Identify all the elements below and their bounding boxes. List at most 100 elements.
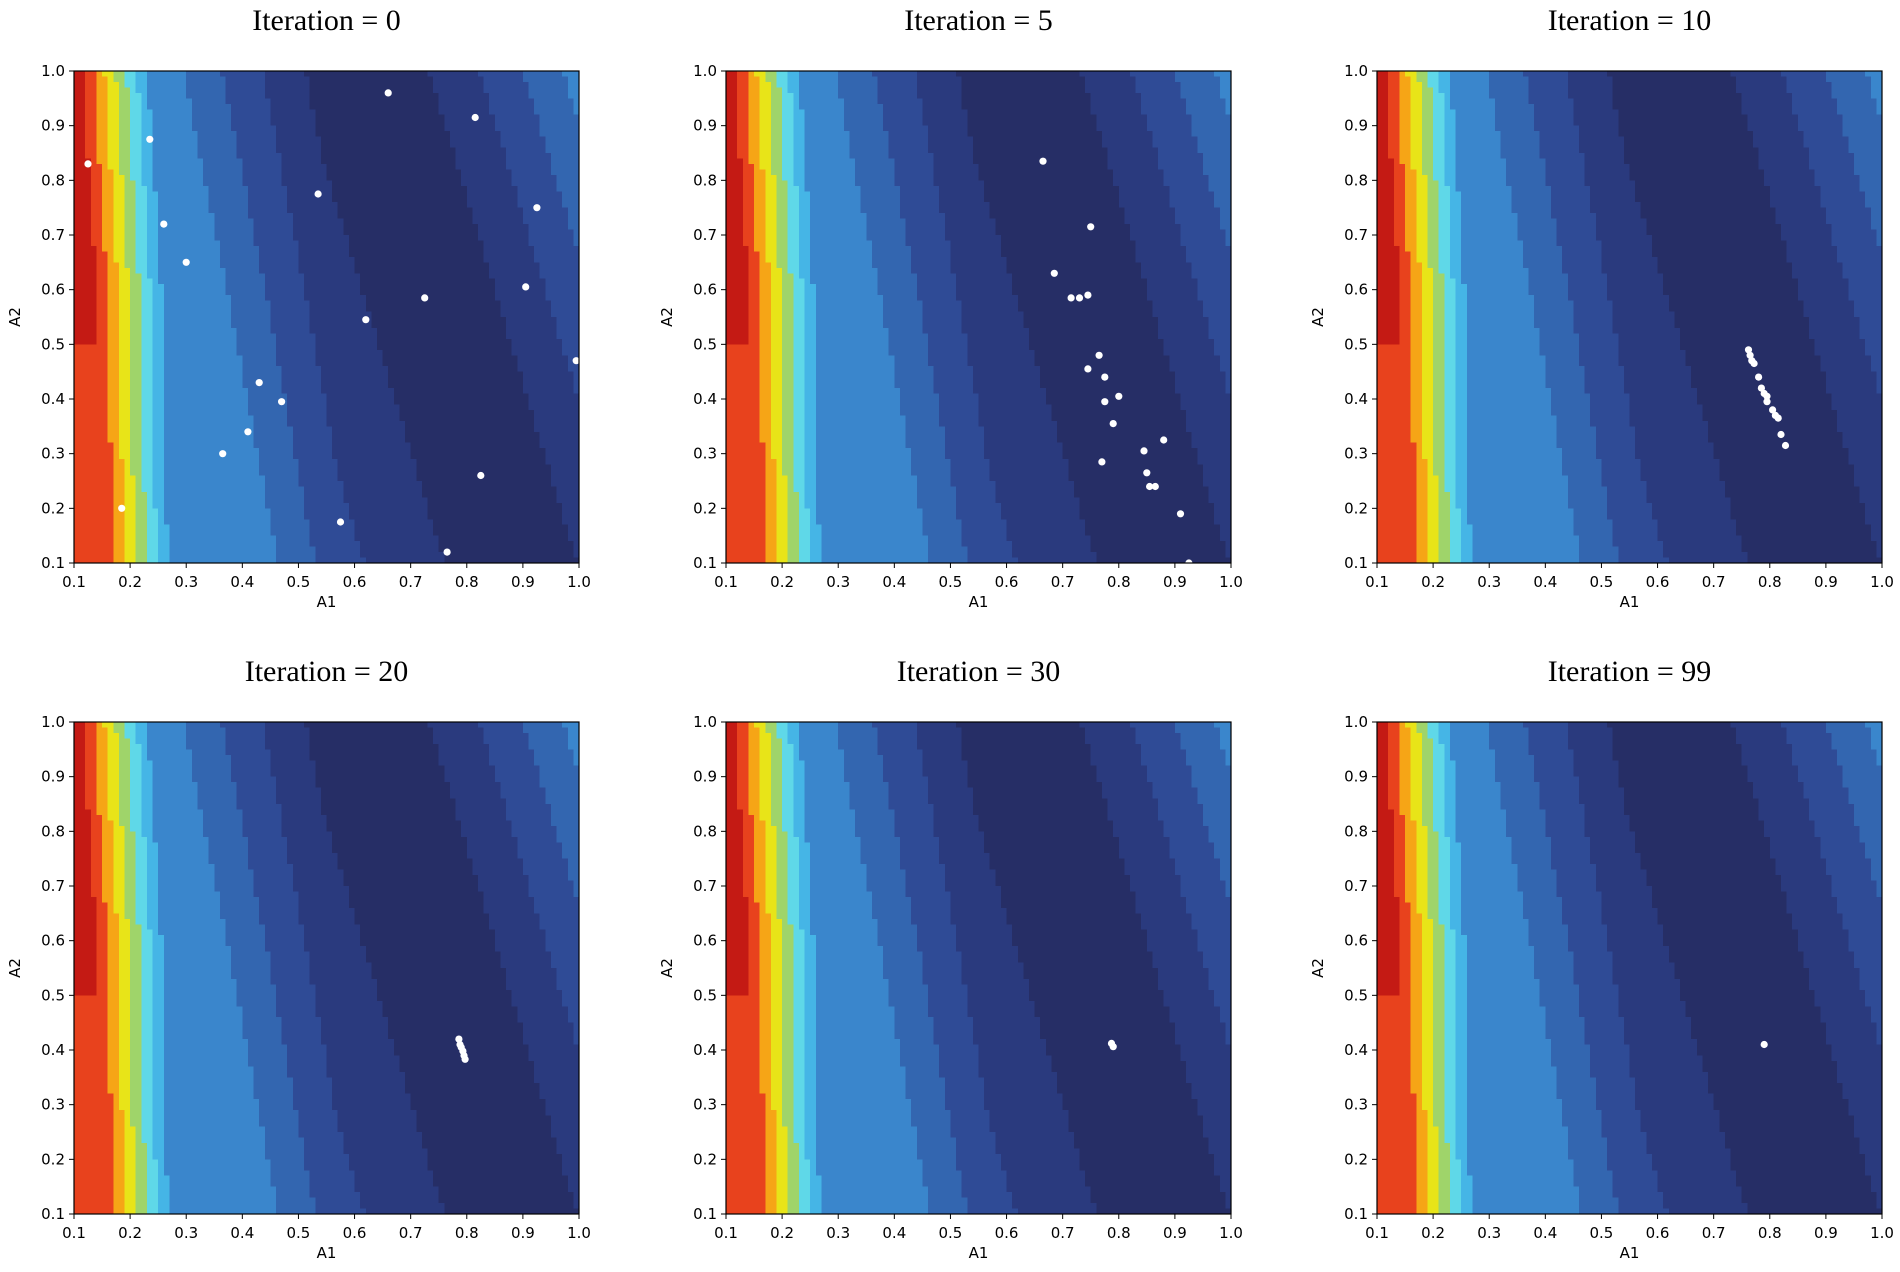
x-tick-label: 0.8 [1758,573,1782,591]
contour-background [1377,722,1882,1214]
x-tick-label: 0.6 [995,1224,1019,1242]
axes-frame [73,70,580,564]
y-tick-label: 0.8 [1344,171,1368,189]
y-tick-label: 0.9 [693,117,717,135]
scatter-point [1769,406,1777,414]
scatter-point [1763,398,1771,406]
y-axis-label: A2 [6,307,24,327]
x-tick-label: 0.7 [1702,1224,1726,1242]
y-tick-label: 0.6 [1344,281,1368,299]
y-tick-label: 0.2 [1344,499,1368,517]
scatter-point [522,283,530,291]
scatter-point [455,1035,463,1043]
scatter-point [362,316,370,324]
subplot-1: 0.1 0.2 0.3 0.4 0.5 0.6 0.7 0.8 0.9 1.0 0.1 0.2 0.3 0… [658,4,1243,611]
subplot-title: Iteration = 20 [245,655,409,688]
y-tick-label: 0.9 [41,768,65,786]
y-tick-label: 0.7 [1344,226,1368,244]
x-tick-label: 0.5 [939,1224,963,1242]
y-tick-label: 0.3 [41,1096,65,1114]
x-tick-label: 0.5 [1590,573,1614,591]
y-tick-label: 0.2 [41,1150,65,1168]
x-tick-label: 1.0 [1219,573,1243,591]
scatter-point [1744,346,1753,354]
y-tick-label: 1.0 [693,713,717,731]
y-tick-label: 0.6 [41,932,65,950]
x-axis-label: A1 [317,1244,337,1262]
contour-background [1377,71,1882,563]
y-tick-label: 0.5 [1344,335,1368,353]
subplot-title: Iteration = 30 [897,655,1061,688]
x-tick-label: 0.7 [1051,573,1075,591]
axes-frame [725,70,1232,564]
scatter-point [1777,430,1785,439]
scatter-point [1151,482,1159,491]
y-tick-label: 0.5 [693,335,717,353]
x-tick-label: 0.3 [826,573,850,591]
x-tick-label: 0.7 [1702,573,1726,591]
scatter-point [1101,373,1109,381]
scatter-point [244,428,252,436]
subplot-title: Iteration = 5 [904,4,1053,37]
scatter-point [461,1055,469,1063]
scatter-point [1075,294,1084,302]
subplot-0: 0.1 0.2 0.3 0.4 0.5 0.6 0.7 0.8 0.9 1.0 0.1 0.2 0.3 0… [6,4,591,611]
scatter-point [1084,291,1092,299]
y-tick-label: 0.6 [41,281,65,299]
x-tick-label: 0.3 [1477,1224,1501,1242]
y-tick-label: 0.3 [41,445,65,463]
x-axis-label: A1 [969,593,989,611]
scatter-point [146,135,154,143]
x-axis-label: A1 [1620,593,1640,611]
y-tick-label: 1.0 [41,713,65,731]
scatter-point [1087,223,1095,231]
x-tick-label: 0.4 [1533,573,1557,591]
y-axis-label: A2 [1309,307,1327,327]
x-tick-label: 0.8 [455,1224,479,1242]
y-tick-label: 0.9 [1344,117,1368,135]
scatter-point [384,89,392,97]
scatter-point [182,258,190,266]
scatter-point [1109,1043,1117,1051]
x-tick-label: 0.4 [230,573,254,591]
y-axis-label: A2 [658,958,676,978]
y-tick-label: 0.2 [693,499,717,517]
scatter-point [1039,157,1047,165]
scatter-point [1115,392,1123,400]
y-tick-label: 0.1 [693,554,717,572]
x-tick-label: 0.4 [882,573,906,591]
x-tick-label: 1.0 [1870,1224,1894,1242]
x-tick-label: 0.6 [995,573,1019,591]
scatter-point [1757,384,1765,392]
scatter-point [1084,365,1092,373]
x-tick-label: 1.0 [1219,1224,1243,1242]
scatter-point [1143,469,1151,477]
axes-frame [1376,721,1883,1215]
y-tick-label: 0.8 [693,822,717,840]
x-tick-label: 0.2 [1421,573,1445,591]
y-tick-label: 0.5 [1344,986,1368,1004]
y-tick-label: 0.7 [1344,877,1368,895]
y-tick-label: 0.6 [1344,932,1368,950]
x-tick-label: 0.8 [1758,1224,1782,1242]
x-tick-label: 0.2 [118,573,142,591]
axes-frame [73,721,580,1215]
y-tick-label: 0.6 [693,932,717,950]
x-tick-label: 0.7 [399,573,423,591]
y-axis-label: A2 [658,307,676,327]
x-tick-label: 0.5 [287,573,311,591]
x-tick-label: 0.9 [511,1224,535,1242]
y-tick-label: 0.1 [1344,1205,1368,1223]
scatter-point [1760,1040,1768,1049]
y-tick-label: 0.8 [41,822,65,840]
x-tick-label: 0.1 [1365,573,1389,591]
x-tick-label: 0.5 [1590,1224,1614,1242]
x-tick-label: 0.4 [882,1224,906,1242]
y-tick-label: 0.5 [41,986,65,1004]
subplot-5: 0.1 0.2 0.3 0.4 0.5 0.6 0.7 0.8 0.9 1.0 0.1 0.2 0.3 0… [1309,655,1894,1262]
y-tick-label: 1.0 [1344,62,1368,80]
y-tick-label: 0.3 [693,1096,717,1114]
subplot-title: Iteration = 10 [1548,4,1712,37]
y-axis-label: A2 [6,958,24,978]
x-tick-label: 0.9 [1163,573,1187,591]
